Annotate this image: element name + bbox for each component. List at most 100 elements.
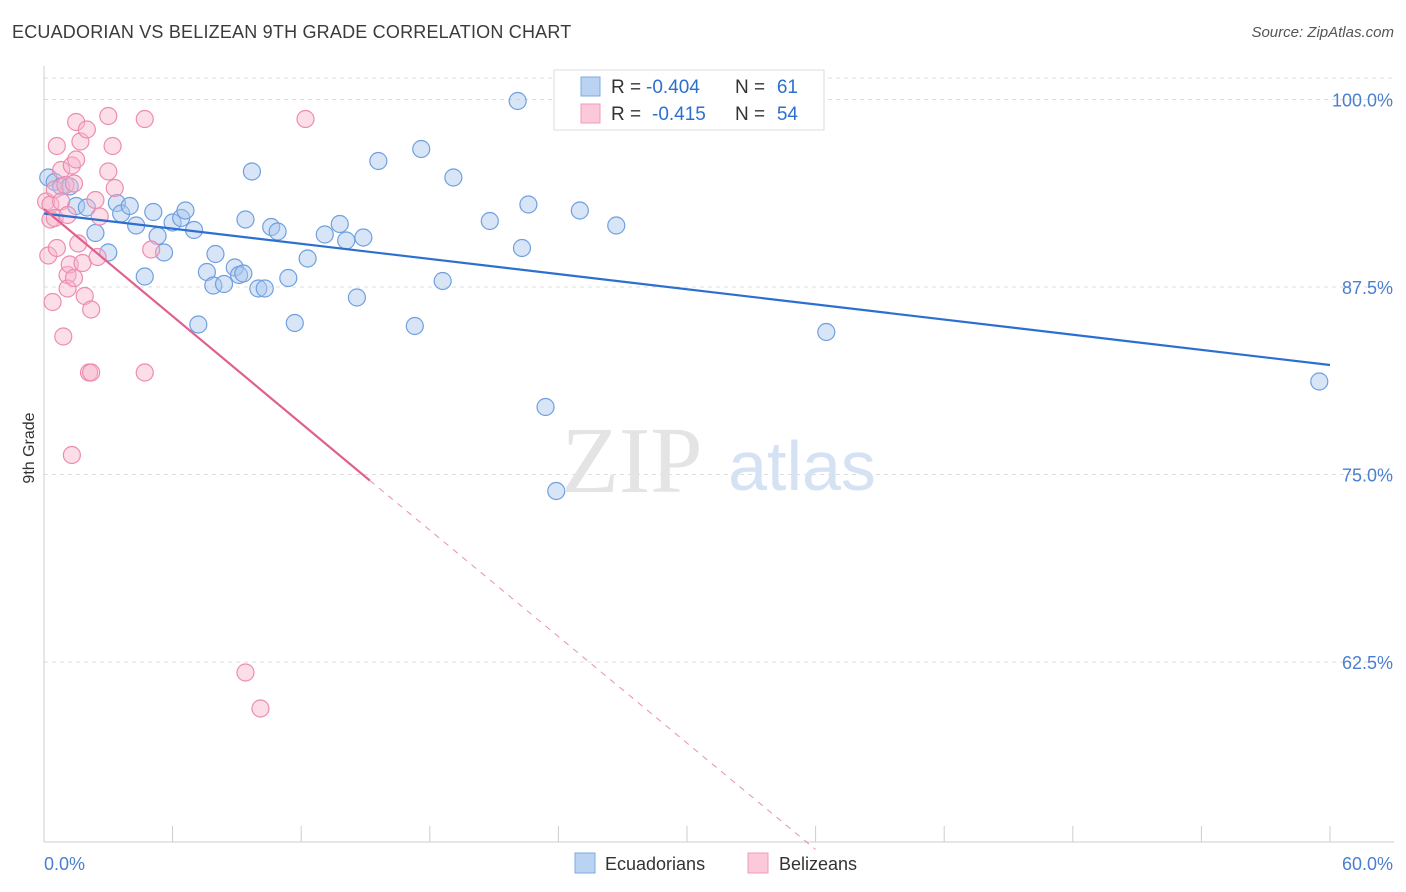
- ecuadorian-point: [255, 279, 274, 298]
- bottom-legend: Ecuadorians Belizeans: [574, 852, 857, 874]
- belizean-point: [67, 112, 86, 132]
- ecuadorian-point: [86, 223, 105, 243]
- ecuadorian-point: [330, 214, 349, 234]
- y-tick-label: 100.0%: [1332, 91, 1393, 111]
- ecuadorian-point: [347, 288, 367, 307]
- belizean-point: [52, 160, 71, 180]
- ecuadorian-point: [189, 315, 208, 334]
- ecuadorians-trend-line: [43, 212, 1331, 367]
- x-tick-label: 60.0%: [1342, 854, 1393, 874]
- ecuadorian-point: [214, 274, 234, 294]
- belizean-point: [58, 279, 77, 298]
- belizean-point: [82, 363, 101, 382]
- tick-labels: 62.5% 75.0% 87.5% 100.0% 0.0% 60.0%: [44, 91, 1393, 875]
- x-tick-label: 0.0%: [44, 854, 85, 874]
- belizeans-trend-extension: [369, 480, 816, 850]
- ecuadorian-point: [236, 210, 255, 229]
- ecuadorian-point: [369, 151, 388, 171]
- ecuadorian-point: [176, 201, 195, 220]
- legend-box: R = -0.404 N = 61 R = -0.415 N = 54: [553, 69, 825, 131]
- legend-label-belizeans: Belizeans: [779, 854, 857, 874]
- y-tick-label: 87.5%: [1342, 278, 1393, 298]
- ecuadorian-point: [547, 481, 566, 501]
- trend-lines: [43, 208, 1331, 850]
- ecuadorian-point: [135, 267, 154, 286]
- legend-n-label: N =: [735, 104, 765, 125]
- legend-label-ecuadorians: Ecuadorians: [605, 854, 705, 874]
- ecuadorian-point: [444, 168, 463, 187]
- chart-title: ECUADORIAN VS BELIZEAN 9TH GRADE CORRELA…: [12, 22, 572, 42]
- belizean-point: [62, 445, 81, 465]
- legend-swatch-ecuadorians: [580, 76, 601, 97]
- legend-r-value: -0.415: [652, 104, 706, 125]
- ecuadorian-point: [234, 264, 253, 283]
- ecuadorian-point: [279, 268, 298, 288]
- watermark-zip: ZIP: [562, 409, 703, 513]
- belizean-point: [77, 120, 96, 139]
- legend-r-value: -0.404: [646, 77, 700, 98]
- ecuadorian-point: [242, 162, 262, 181]
- y-tick-label: 75.0%: [1342, 466, 1393, 486]
- ecuadorian-point: [120, 196, 139, 216]
- ecuadorian-point: [298, 249, 317, 268]
- y-tick-label: 62.5%: [1342, 653, 1393, 673]
- belizean-point: [64, 174, 84, 193]
- ecuadorian-point: [536, 397, 555, 417]
- legend-swatch-ecuadorians: [574, 852, 596, 874]
- belizean-point: [99, 162, 118, 181]
- belizean-point: [47, 136, 66, 156]
- belizean-point: [47, 238, 66, 258]
- ecuadorian-point: [285, 313, 304, 333]
- belizean-point: [105, 178, 124, 198]
- ecuadorian-point: [163, 213, 182, 232]
- legend-n-label: N =: [735, 77, 765, 98]
- ecuadorian-point: [570, 201, 589, 220]
- belizean-point: [88, 247, 107, 267]
- y-axis-title: 9th Grade: [21, 412, 38, 483]
- belizean-point: [103, 136, 122, 156]
- belizean-point: [82, 300, 101, 319]
- belizean-point: [135, 109, 154, 129]
- ecuadorian-point: [337, 231, 356, 250]
- ecuadorian-point: [508, 91, 527, 111]
- belizean-point: [90, 207, 109, 226]
- ecuadorian-point: [249, 279, 268, 298]
- ecuadorian-point: [144, 202, 163, 222]
- ecuadorian-point: [519, 195, 538, 214]
- ecuadorian-point: [268, 222, 287, 241]
- belizean-point: [54, 327, 73, 346]
- data-points: [37, 91, 1329, 718]
- belizeans-trend-line: [43, 208, 371, 482]
- ecuadorian-point: [315, 225, 334, 244]
- legend-r-label: R =: [611, 104, 641, 125]
- source-label: Source: ZipAtlas.com: [1251, 24, 1394, 41]
- belizean-point: [236, 663, 255, 682]
- ecuadorian-point: [607, 216, 626, 235]
- belizean-point: [135, 363, 154, 382]
- ecuadorian-point: [1310, 372, 1329, 391]
- belizean-point: [251, 699, 270, 718]
- ecuadorian-point: [354, 228, 373, 247]
- belizean-point: [296, 109, 315, 129]
- legend-r-label: R =: [611, 77, 641, 98]
- belizean-point: [86, 190, 105, 210]
- belizean-point: [64, 268, 84, 288]
- legend-n-value: 61: [777, 77, 798, 98]
- ecuadorian-point: [99, 243, 118, 262]
- legend-swatch-belizeans: [580, 103, 601, 124]
- ecuadorian-point: [512, 238, 532, 258]
- belizean-point: [43, 292, 62, 312]
- watermark: ZIP atlas: [562, 409, 876, 513]
- ecuadorian-point: [480, 211, 499, 231]
- ecuadorian-point: [433, 271, 452, 291]
- legend-swatch-belizeans: [747, 852, 769, 874]
- belizean-point: [99, 106, 118, 126]
- ecuadorian-point: [817, 322, 836, 342]
- axes: [43, 66, 1394, 843]
- ecuadorian-point: [206, 244, 225, 264]
- belizean-point: [142, 240, 161, 259]
- belizean-point: [67, 150, 86, 169]
- ecuadorian-point: [405, 316, 424, 336]
- ecuadorian-point: [412, 139, 431, 159]
